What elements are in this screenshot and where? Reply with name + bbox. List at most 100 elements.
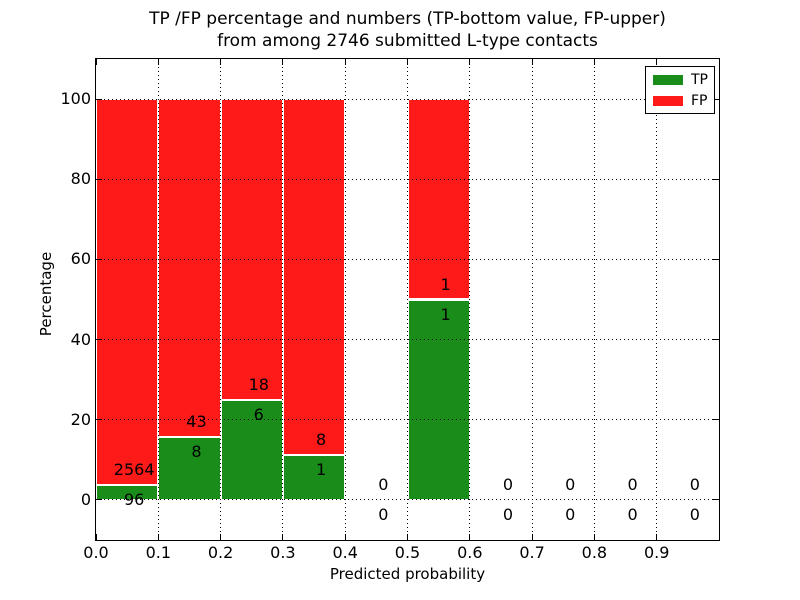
x-tick-mark [220,534,222,540]
x-tick-mark [95,534,97,540]
fp-count-label: 43 [186,412,207,432]
x-tick-mark-top [469,59,471,65]
tp-count-label: 8 [191,442,202,462]
legend-entry: FP [653,94,708,108]
x-tick-label: 0.0 [83,543,109,562]
tp-count-label: 0 [378,504,389,524]
v-gridline [282,59,284,540]
x-tick-label: 0.8 [581,543,608,562]
tp-count-label: 96 [123,490,145,510]
bar-fp-segment [407,99,470,300]
legend-entry: TP [653,73,708,87]
chart-title-line2: from among 2746 submitted L-type contact… [217,31,598,51]
fp-count-label: 0 [378,474,389,494]
bar-fp-segment [220,99,283,400]
x-tick-mark-top [95,59,97,65]
tp-count-label: 0 [502,504,514,524]
x-tick-mark-top [220,59,222,65]
y-tick-label: 60 [70,249,91,269]
x-tick-label: 0.3 [270,543,296,562]
x-tick-mark [531,534,533,540]
bar-fp-segment [158,99,221,438]
v-gridline [344,59,346,540]
tp-count-label: 1 [440,304,451,324]
x-tick-mark [157,534,159,540]
fp-count-label: 0 [689,474,700,494]
x-tick-label: 0.1 [145,543,172,562]
bar-fp-segment [96,99,159,486]
legend-swatch-fp [653,95,683,106]
y-tick-mark-right [713,178,719,180]
fp-count-label: 0 [502,474,514,494]
y-tick-mark [96,98,102,100]
tp-count-label: 0 [689,504,700,524]
x-tick-mark [656,534,658,540]
y-tick-label: 20 [70,409,91,429]
y-tick-label: 40 [70,329,91,349]
chart-title: TP /FP percentage and numbers (TP-bottom… [96,8,719,52]
v-gridline [157,59,159,540]
y-tick-mark-right [713,499,719,501]
chart-title-line1: TP /FP percentage and numbers (TP-bottom… [149,9,666,29]
y-tick-mark [96,178,102,180]
tp-count-label: 6 [253,404,264,424]
bar-tp-segment [96,485,159,500]
y-tick-label: 0 [80,489,91,509]
x-tick-mark [593,534,595,540]
fp-count-label: 2564 [113,460,155,480]
x-tick-mark-top [282,59,284,65]
legend-swatch-tp [653,74,683,85]
x-axis-label: Predicted probability [329,565,486,583]
y-tick-mark-right [713,98,719,100]
y-tick-mark-right [713,258,719,260]
tp-count-label: 1 [315,460,327,480]
legend-label-fp: FP [691,92,708,109]
x-tick-mark-top [407,59,408,65]
x-tick-mark-top [344,59,346,65]
y-tick-mark [96,419,102,421]
plot-area: 2564 96 43 8 18 6 8 1 0 0 1 1 0 0 0 0 0 0 0 0 [95,58,720,541]
v-gridline [656,59,658,540]
x-tick-label: 0.7 [519,543,545,562]
legend-label-tp: TP [691,71,708,88]
x-tick-label: 0.4 [332,543,358,562]
v-gridline [531,59,533,540]
y-tick-label: 80 [70,169,91,189]
x-tick-mark-top [656,59,658,65]
bar-tp-segment [158,437,221,500]
x-tick-mark [469,534,471,540]
y-tick-mark [96,499,102,501]
bar-fp-segment [282,99,346,456]
v-gridline [469,59,471,540]
y-tick-mark-right [713,339,719,341]
y-tick-mark [96,339,102,341]
legend: TP FP [645,66,715,114]
v-gridline [593,59,595,540]
v-gridline [407,59,408,540]
x-tick-mark-top [593,59,595,65]
fp-count-label: 1 [440,274,451,294]
x-tick-mark [344,534,346,540]
tp-count-label: 0 [627,504,638,524]
bar-tp-segment [282,455,346,500]
y-tick-mark [96,258,102,260]
tp-count-label: 0 [565,504,576,524]
x-tick-label: 0.5 [394,543,421,562]
fp-count-label: 8 [315,430,327,450]
x-tick-label: 0.2 [207,543,234,562]
x-tick-mark [282,534,284,540]
bar-tp-segment [407,299,470,500]
v-gridline [220,59,222,540]
bar-tp-segment [220,399,283,500]
x-tick-mark-top [531,59,533,65]
fp-count-label: 0 [627,474,638,494]
x-tick-mark-top [157,59,159,65]
fp-count-label: 0 [565,474,576,494]
fp-count-label: 18 [248,374,269,394]
x-tick-label: 0.6 [457,543,483,562]
y-tick-mark-right [713,419,719,421]
x-tick-mark [407,534,408,540]
y-tick-label: 100 [60,89,91,109]
x-tick-label: 0.9 [643,543,670,562]
